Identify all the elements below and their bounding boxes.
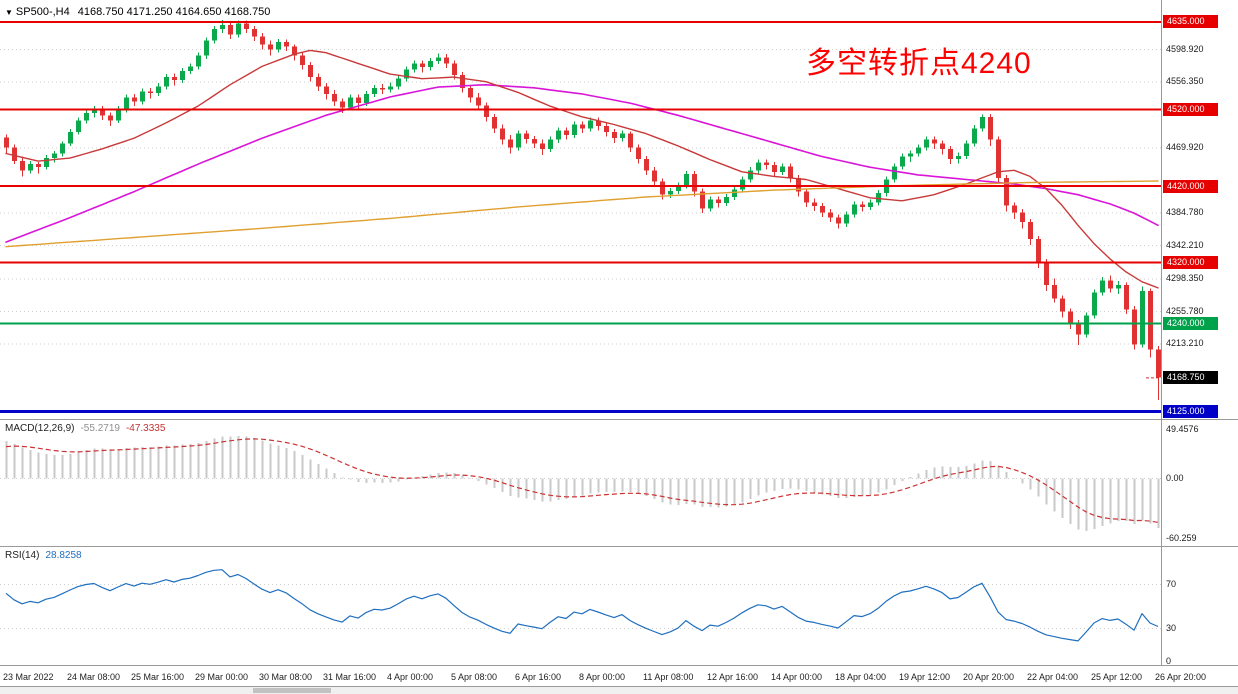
macd-indicator-label: MACD(12,26,9) -55.2719 -47.3335 <box>5 423 165 434</box>
time-axis-label: 31 Mar 16:00 <box>323 672 377 682</box>
ma-mid-red <box>5 49 1159 289</box>
macd-histogram <box>5 435 1160 531</box>
time-axis-label: 30 Mar 08:00 <box>259 672 313 682</box>
time-axis-label: 6 Apr 16:00 <box>515 672 562 682</box>
time-axis-label: 20 Apr 20:00 <box>963 672 1015 682</box>
rsi-axis-label: 0 <box>1166 656 1172 666</box>
annotation-text: 多空转折点4240 <box>806 47 1032 80</box>
price-tick-label: 4342.210 <box>1166 239 1204 250</box>
price-tick-label: 4556.350 <box>1166 76 1204 87</box>
time-axis-label: 23 Mar 2022 <box>3 672 54 682</box>
macd-name: MACD(12,26,9) <box>5 423 75 434</box>
price-badge-4240.000: 4240.000 <box>1163 317 1218 331</box>
symbol-timeframe: SP500-,H4 <box>15 6 70 18</box>
grid-layer <box>0 48 1162 629</box>
macd-axis-label: -60.259 <box>1166 533 1197 544</box>
rsi-name: RSI(14) <box>5 550 40 561</box>
candles-layer <box>4 19 1161 401</box>
price-tick-label: 4298.350 <box>1166 273 1204 284</box>
time-axis-label: 18 Apr 04:00 <box>835 672 887 682</box>
hlines-layer <box>0 20 1162 413</box>
time-axis-label: 24 Mar 08:00 <box>67 672 121 682</box>
price-badge-4320.000: 4320.000 <box>1163 255 1218 269</box>
time-axis-label: 26 Apr 20:00 <box>1155 672 1207 682</box>
macd-signal-line <box>5 438 1159 523</box>
chart-title: ▼ SP500-,H4 4168.750 4171.250 4164.650 416… <box>5 6 270 18</box>
macd-signal-value: -47.3335 <box>125 423 166 434</box>
price-badge-4635.000: 4635.000 <box>1163 15 1218 29</box>
time-axis[interactable]: 23 Mar 2022 24 Mar 08:00 25 Mar 16:00 29 Ma… <box>0 666 1238 686</box>
price-tick-label: 4469.920 <box>1166 142 1204 153</box>
rsi-value: 28.8258 <box>45 550 82 561</box>
time-axis-label: 14 Apr 00:00 <box>771 672 823 682</box>
price-badge-4125.000: 4125.000 <box>1163 404 1218 418</box>
ma-slow-magenta <box>5 84 1159 243</box>
moving-averages-layer <box>5 49 1159 289</box>
price-badge-4520.000: 4520.000 <box>1163 103 1218 117</box>
macd-main-value: -55.2719 <box>80 423 120 434</box>
time-axis-label: 4 Apr 00:00 <box>387 672 434 682</box>
price-badge-4420.000: 4420.000 <box>1163 179 1218 193</box>
price-tick-label: 4255.780 <box>1166 305 1204 316</box>
scrollbar-thumb[interactable] <box>253 688 331 693</box>
rsi-indicator-label: RSI(14) 28.8258 <box>5 550 82 561</box>
rsi-line <box>5 569 1159 642</box>
current-price-badge: 4168.750 <box>1163 371 1218 385</box>
symbol-dropdown-icon[interactable]: ▼ <box>5 8 13 17</box>
rsi-axis-label: 30 <box>1166 623 1177 633</box>
rsi-axis-label: 70 <box>1166 579 1177 589</box>
time-axis-label: 19 Apr 12:00 <box>899 672 951 682</box>
horizontal-scrollbar[interactable] <box>0 686 1238 694</box>
macd-axis-label: 0.00 <box>1166 473 1184 483</box>
ma-long-orange <box>5 180 1159 248</box>
price-tick-label: 4213.210 <box>1166 338 1204 349</box>
price-tick-label: 4384.780 <box>1166 207 1204 218</box>
ohlc-readout: 4168.750 4171.250 4164.650 4168.750 <box>77 6 271 18</box>
time-axis-label: 11 Apr 08:00 <box>643 672 694 682</box>
time-axis-label: 22 Apr 04:00 <box>1027 672 1079 682</box>
time-axis-label: 8 Apr 00:00 <box>579 672 626 682</box>
time-axis-label: 29 Mar 00:00 <box>195 672 249 682</box>
time-axis-label: 25 Apr 12:00 <box>1091 672 1143 682</box>
time-axis-label: 12 Apr 16:00 <box>707 672 759 682</box>
macd-axis-label: 49.4576 <box>1166 423 1199 434</box>
price-tick-label: 4598.920 <box>1166 43 1204 54</box>
time-axis-label: 5 Apr 08:00 <box>451 672 498 682</box>
time-axis-label: 25 Mar 16:00 <box>131 672 185 682</box>
